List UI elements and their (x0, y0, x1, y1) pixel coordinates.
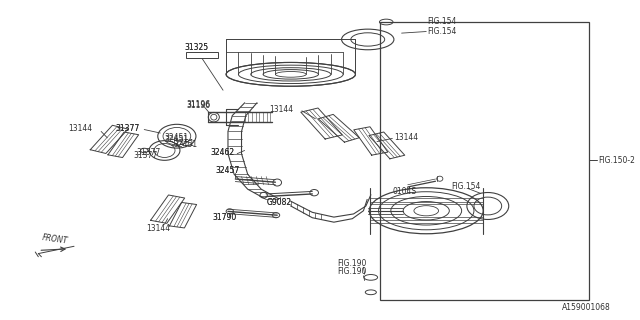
Text: 32451: 32451 (174, 140, 198, 149)
Bar (186, 52, 218, 59)
Text: 32451: 32451 (171, 139, 195, 148)
Text: 32451: 32451 (164, 133, 188, 142)
Text: 31325: 31325 (185, 43, 209, 52)
Text: FIG.150-2: FIG.150-2 (598, 156, 635, 164)
Text: 31790: 31790 (212, 213, 236, 222)
Text: 31325: 31325 (185, 43, 209, 52)
Text: FIG.154: FIG.154 (451, 182, 480, 191)
Text: 31196: 31196 (186, 101, 210, 110)
Text: 32457: 32457 (216, 166, 240, 175)
Text: 32462: 32462 (211, 148, 235, 157)
Text: 31377: 31377 (115, 124, 140, 133)
Text: 32462: 32462 (211, 148, 235, 157)
Text: FIG.190: FIG.190 (337, 259, 366, 268)
Text: FRONT: FRONT (42, 233, 68, 245)
Bar (380, 22, 589, 300)
Text: G9082: G9082 (266, 198, 291, 207)
Text: 13144: 13144 (269, 105, 293, 114)
Text: 13144: 13144 (146, 224, 170, 233)
Text: 31196: 31196 (186, 100, 210, 109)
Text: 32451: 32451 (164, 135, 189, 144)
Text: A159001068: A159001068 (562, 303, 611, 312)
Text: G9082: G9082 (266, 198, 291, 207)
Text: 31377: 31377 (137, 148, 161, 156)
Text: 0104S: 0104S (392, 187, 417, 196)
Text: 31377: 31377 (115, 124, 140, 133)
Text: 31790: 31790 (212, 213, 236, 222)
Text: 13144: 13144 (68, 124, 92, 133)
Text: FIG.154: FIG.154 (428, 27, 457, 36)
Text: 31377: 31377 (134, 151, 158, 160)
Text: FIG.154: FIG.154 (428, 17, 457, 26)
Text: FIG.190: FIG.190 (337, 267, 366, 276)
Text: 32457: 32457 (216, 166, 240, 175)
Text: 13144: 13144 (394, 133, 419, 142)
